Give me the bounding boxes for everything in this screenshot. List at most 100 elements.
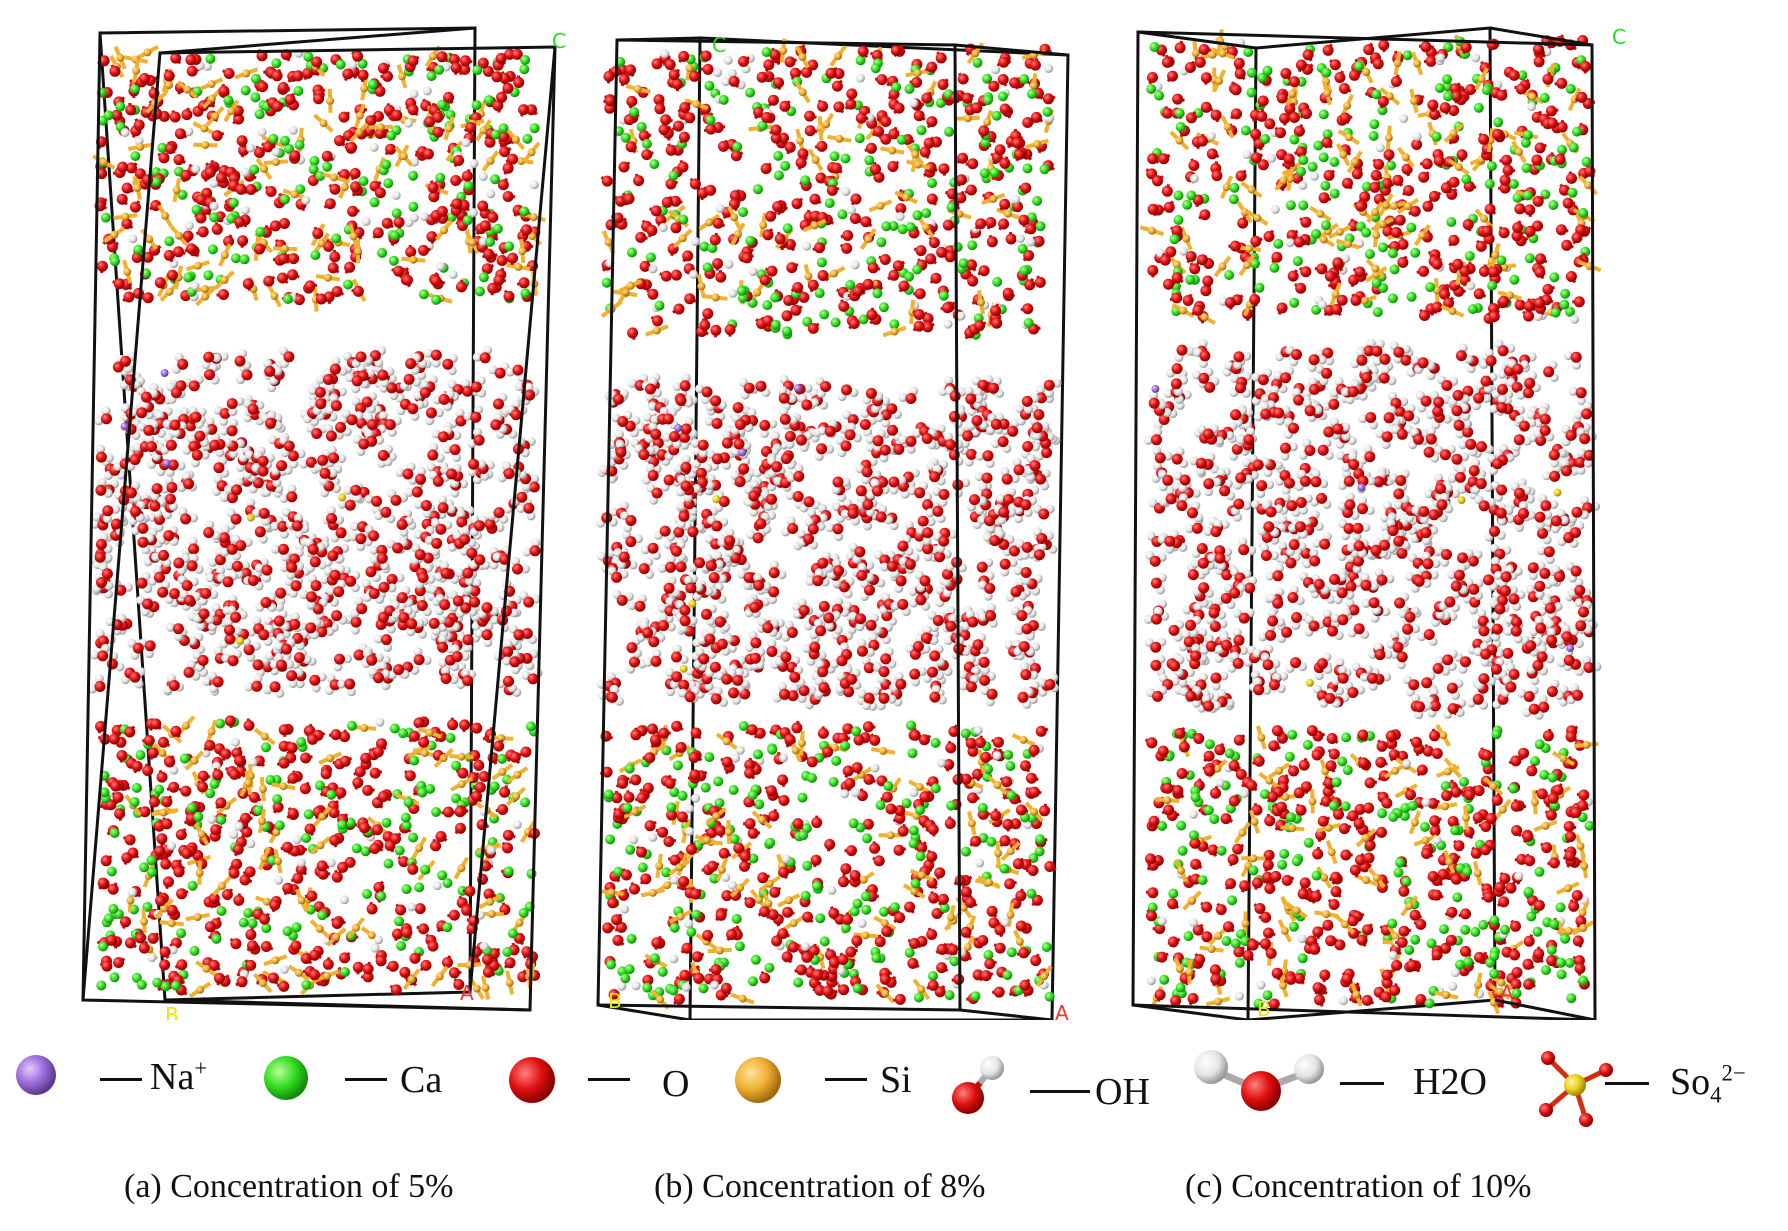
calcium-atom [434,64,445,75]
oxygen-atom [125,487,137,499]
oxygen-atom [163,70,175,82]
hydrogen-atom [479,941,489,951]
oxygen-atom [461,904,473,916]
silicon-atom [355,111,364,120]
oxygen-atom [173,246,184,258]
silicon-atom [349,232,358,241]
oxygen-atom [231,484,243,496]
oxygen-atom [830,162,842,174]
oxygen-atom [809,193,821,205]
silicon-atom [271,956,280,965]
hydrogen-atom [723,55,733,65]
oxygen-atom [431,537,443,549]
calcium-atom [830,317,841,328]
calcium-atom [1019,265,1030,276]
oxygen-atom [471,722,483,734]
oxygen-atom [715,271,727,283]
oxygen-atom [633,175,645,187]
oxygen-atom [817,100,829,112]
oxygen-atom [728,75,740,87]
silicon-atom [409,255,418,264]
oxygen-atom [313,93,324,105]
oxygen-atom [511,48,523,60]
oxygen-atom [287,808,299,819]
hydrogen-atom [246,143,256,153]
hydrogen-atom [689,269,698,279]
oxygen-atom [130,505,141,517]
oxygen-atom [339,755,351,767]
oxygen-atom [234,216,246,228]
oxygen-atom [181,580,193,592]
oxygen-atom [377,62,389,74]
calcium-atom [829,151,840,162]
oxygen-atom [260,941,272,952]
oxygen-atom [258,507,270,519]
calcium-atom [146,855,157,866]
oxygen-atom [358,438,370,450]
oxygen-atom [430,349,442,361]
calcium-atom [408,832,419,843]
silicon-atom [779,46,788,55]
hydrogen-atom [391,191,401,200]
oxygen-atom [967,158,979,170]
calcium-atom [525,721,536,732]
oxygen-atom [306,890,318,902]
calcium-atom [130,151,141,162]
silicon-atom [407,975,416,984]
oxygen-atom [243,720,255,731]
oxygen-atom [448,967,460,979]
silicon-atom [445,124,454,133]
calcium-atom [129,797,140,807]
hydrogen-atom [658,223,668,232]
oxygen-atom [164,493,176,505]
oxygen-atom [807,322,819,334]
oxygen-atom [319,467,331,479]
silicon-atom [902,193,911,202]
oxygen-atom [188,543,200,555]
oxygen-atom [276,460,288,472]
silicon-atom [481,983,490,992]
oxygen-atom [226,543,238,555]
hydrogen-atom [847,205,856,215]
oxygen-atom [791,198,803,210]
oxygen-atom [170,52,182,64]
oxygen-atom [446,468,458,480]
silicon-atom [835,134,844,143]
oxygen-atom [356,603,368,615]
oxygen-atom [211,223,223,235]
oxygen-atom [409,952,421,964]
oxygen-atom [961,92,973,104]
oxygen-atom [302,67,314,79]
calcium-atom [478,272,489,283]
hydrogen-atom [279,529,289,539]
calcium-atom [152,977,163,988]
oxygen-atom [100,855,112,867]
silicon-atom [207,80,216,88]
oxygen-atom [482,954,493,965]
calcium-atom [1017,243,1028,254]
oxygen-atom [842,230,854,241]
oxygen-atom [477,57,489,69]
oxygen-atom [502,162,514,174]
oxygen-atom [320,768,332,780]
oxygen-atom [339,952,351,964]
oxygen-atom [675,561,687,573]
oxygen-atom [146,441,157,453]
silicon-atom [220,275,229,284]
oxygen-atom [1042,93,1054,105]
calcium-atom [870,63,881,74]
oxygen-atom [350,484,362,496]
silicon-atom [202,964,211,973]
oxygen-atom [898,280,910,292]
sodium-ion [160,369,169,377]
silicon-atom [211,112,219,121]
hydrogen-atom [270,521,280,531]
oxygen-atom [890,45,902,56]
calcium-atom [1039,164,1050,175]
oxygen-atom [390,984,402,996]
oxygen-atom [334,653,345,665]
oxygen-atom [134,932,146,944]
oxygen-atom [494,367,506,379]
oxygen-atom [760,163,772,175]
oxygen-atom [1002,287,1014,299]
